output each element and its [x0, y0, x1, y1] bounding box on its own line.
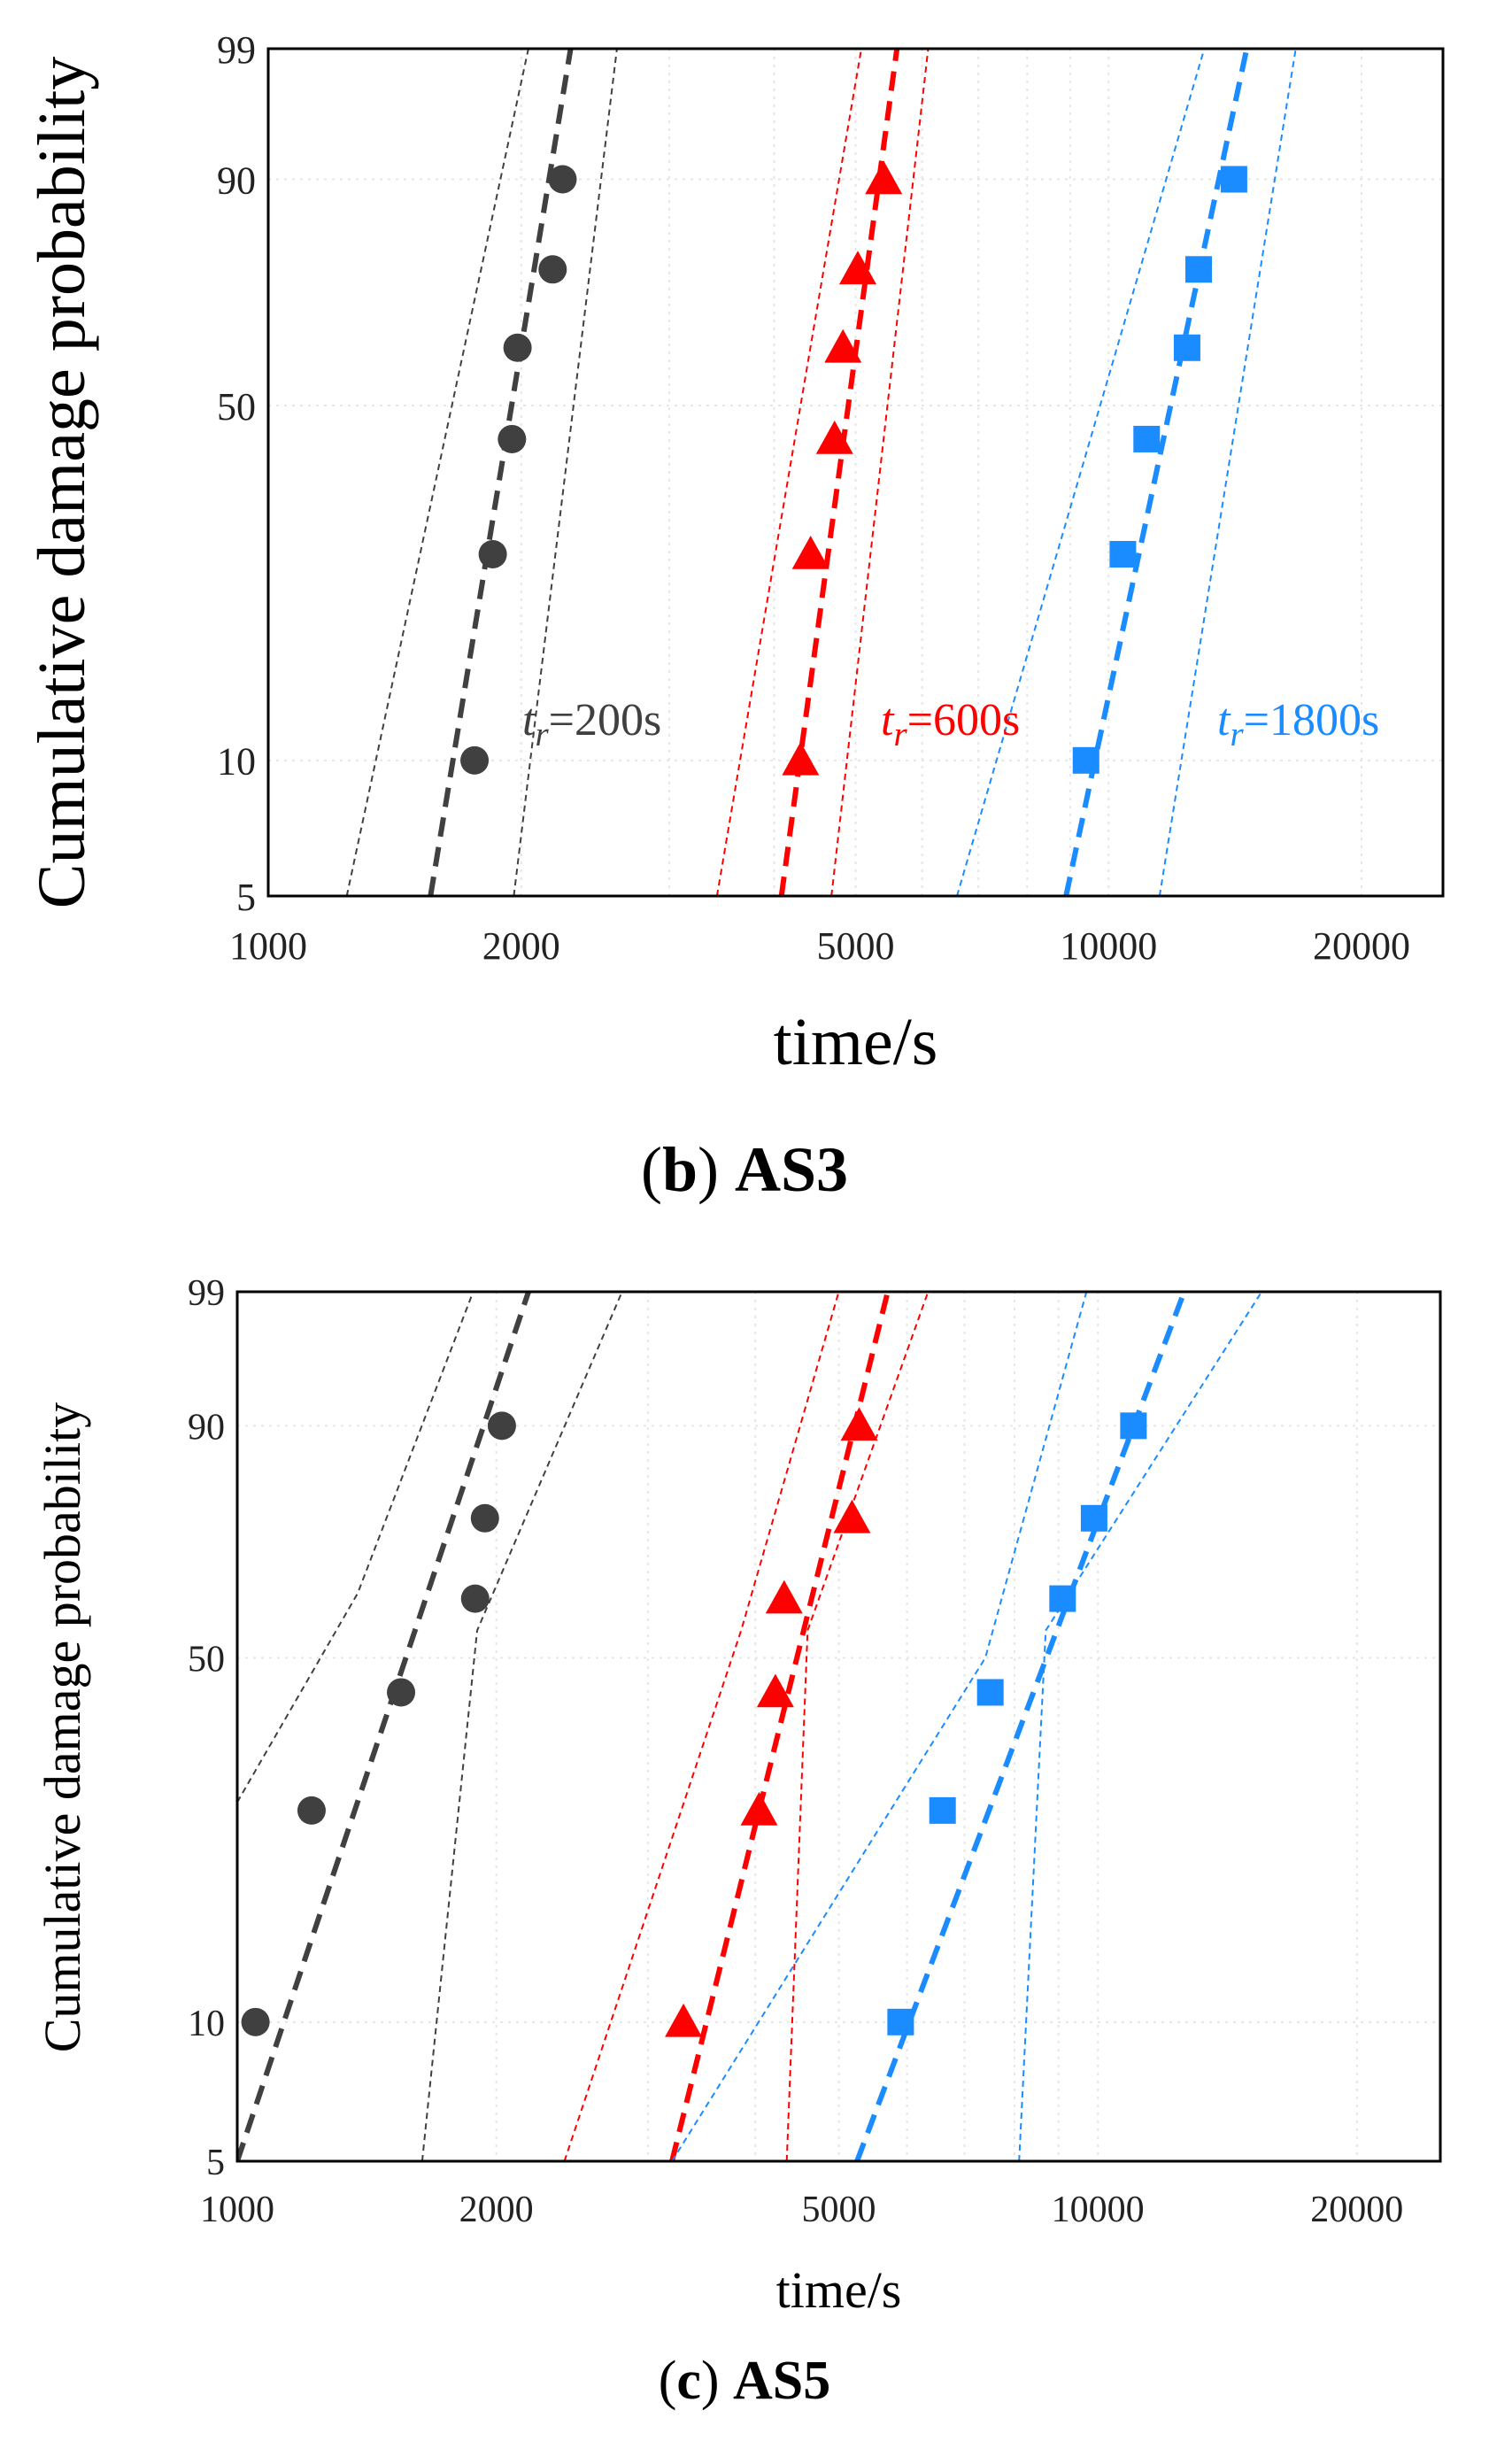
x-tick-label: 10000 [1052, 2190, 1145, 2230]
x-tick-label: 20000 [1313, 924, 1410, 968]
data-point-circle [460, 1584, 490, 1613]
y-tick-label: 10 [217, 740, 256, 784]
confidence-lower-line [956, 49, 1206, 896]
chart-as5: 1000 2000 5000 10000 20000 5 10 50 90 99 time/s Cum… [34, 1273, 1442, 2411]
y-tick-label: 90 [188, 1407, 225, 1448]
series-tr-600s [715, 49, 930, 896]
figure-caption: (c) AS5 [659, 2351, 831, 2411]
data-point-triangle [665, 2003, 703, 2037]
series-tr-200s [345, 49, 618, 896]
confidence-upper-line [1158, 49, 1297, 896]
gridlines [268, 49, 1443, 896]
data-point-circle [241, 2007, 270, 2036]
x-tick-label: 2000 [482, 924, 560, 968]
data-point-triangle [865, 160, 903, 195]
confidence-upper-line [1018, 1292, 1263, 2161]
data-point-circle [297, 1796, 326, 1825]
series-blue [671, 1292, 1263, 2161]
confidence-upper-line [513, 49, 618, 896]
series-label: tr=1800s [1217, 695, 1379, 753]
confidence-lower-line [237, 1292, 474, 1803]
data-point-square [1080, 1504, 1107, 1532]
x-tick-label: 2000 [459, 2190, 534, 2230]
data-point-circle [460, 745, 490, 775]
data-point-triangle [840, 1407, 878, 1441]
y-tick-label: 99 [188, 1273, 225, 1314]
data-point-circle [538, 255, 567, 284]
confidence-upper-line [420, 1292, 623, 2161]
fit-line [778, 49, 900, 896]
series-red [563, 1292, 930, 2161]
x-tick-label: 1000 [229, 924, 307, 968]
fit-line [1063, 49, 1250, 896]
data-point-square [1109, 540, 1137, 568]
fit-line [237, 1292, 531, 2161]
data-point-triangle [740, 1791, 778, 1826]
x-tick-label: 20000 [1310, 2190, 1403, 2230]
data-point-circle [487, 1411, 516, 1441]
x-tick-label: 1000 [200, 2190, 274, 2230]
confidence-upper-line [830, 49, 930, 896]
data-point-circle [470, 1503, 499, 1533]
plot-area [237, 1292, 1263, 2161]
confidence-lower-line [563, 1292, 840, 2161]
y-axis-label: Cumulative damage probability [34, 1402, 91, 2053]
fit-line [428, 49, 574, 896]
y-tick-label: 50 [188, 1640, 225, 1680]
data-point-square [1173, 334, 1200, 361]
data-point-circle [503, 333, 532, 362]
plot-frame [266, 47, 1445, 898]
data-point-triangle [833, 1499, 871, 1533]
data-point-circle [478, 539, 507, 568]
confidence-lower-line [715, 49, 862, 896]
data-point-circle [498, 424, 527, 453]
data-point-square [1185, 256, 1213, 283]
data-point-circle [548, 165, 577, 194]
data-point-triangle [838, 251, 876, 285]
data-point-triangle [791, 535, 829, 569]
chart-as3: 1000 2000 5000 10000 20000 5 10 50 90 99 time/s Cum… [25, 28, 1445, 1205]
y-tick-label: 5 [206, 2143, 225, 2183]
data-point-square [1220, 166, 1247, 193]
x-tick-label: 5000 [802, 2190, 876, 2230]
data-point-square [1133, 425, 1161, 452]
x-axis-label: time/s [774, 1005, 938, 1079]
data-point-square [887, 2008, 914, 2035]
y-axis-label: Cumulative damage probability [25, 57, 99, 908]
y-tick-label: 10 [188, 2004, 225, 2044]
confidence-lower-line [671, 1292, 1088, 2161]
x-tick-label: 10000 [1060, 924, 1157, 968]
data-point-triangle [824, 328, 862, 363]
x-axis-label: time/s [776, 2261, 902, 2319]
chart-panel-as5: 1000 2000 5000 10000 20000 5 10 50 90 99 time/s Cum… [0, 1232, 1489, 2463]
plot-frame [235, 1290, 1442, 2163]
plot-area [345, 49, 1297, 896]
data-point-triangle [815, 420, 853, 454]
y-tick-label: 5 [236, 876, 256, 919]
x-tick-label: 5000 [817, 924, 895, 968]
data-point-triangle [765, 1580, 803, 1614]
y-tick-label: 99 [217, 28, 256, 72]
data-point-triangle [756, 1673, 794, 1708]
data-point-square [976, 1679, 1004, 1706]
gridlines [237, 1292, 1440, 2161]
data-point-square [929, 1796, 956, 1824]
data-point-triangle [782, 741, 820, 776]
confidence-upper-line [785, 1292, 930, 2161]
y-tick-label: 90 [217, 158, 256, 202]
data-point-square [1120, 1412, 1147, 1440]
data-point-circle [387, 1678, 416, 1707]
y-tick-label: 50 [217, 385, 256, 429]
data-point-square [1049, 1585, 1076, 1612]
chart-panel-as3: 1000 2000 5000 10000 20000 5 10 50 90 99 time/s Cum… [25, 28, 1445, 1205]
series-label: tr=200s [522, 695, 661, 753]
figure-caption: (b) AS3 [641, 1134, 848, 1205]
series-black [237, 1292, 623, 2161]
data-point-square [1072, 746, 1099, 774]
series-tr-1800s [956, 49, 1297, 896]
series-label: tr=600s [881, 695, 1020, 753]
